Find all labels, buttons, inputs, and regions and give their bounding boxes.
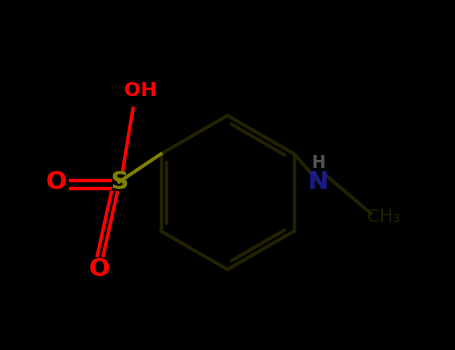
Text: H: H [312,154,325,172]
Text: CH₃: CH₃ [367,208,400,226]
Text: O: O [89,258,111,281]
Text: O: O [46,170,66,194]
Text: OH: OH [124,82,157,100]
Text: N: N [308,170,329,194]
Text: S: S [110,170,128,194]
